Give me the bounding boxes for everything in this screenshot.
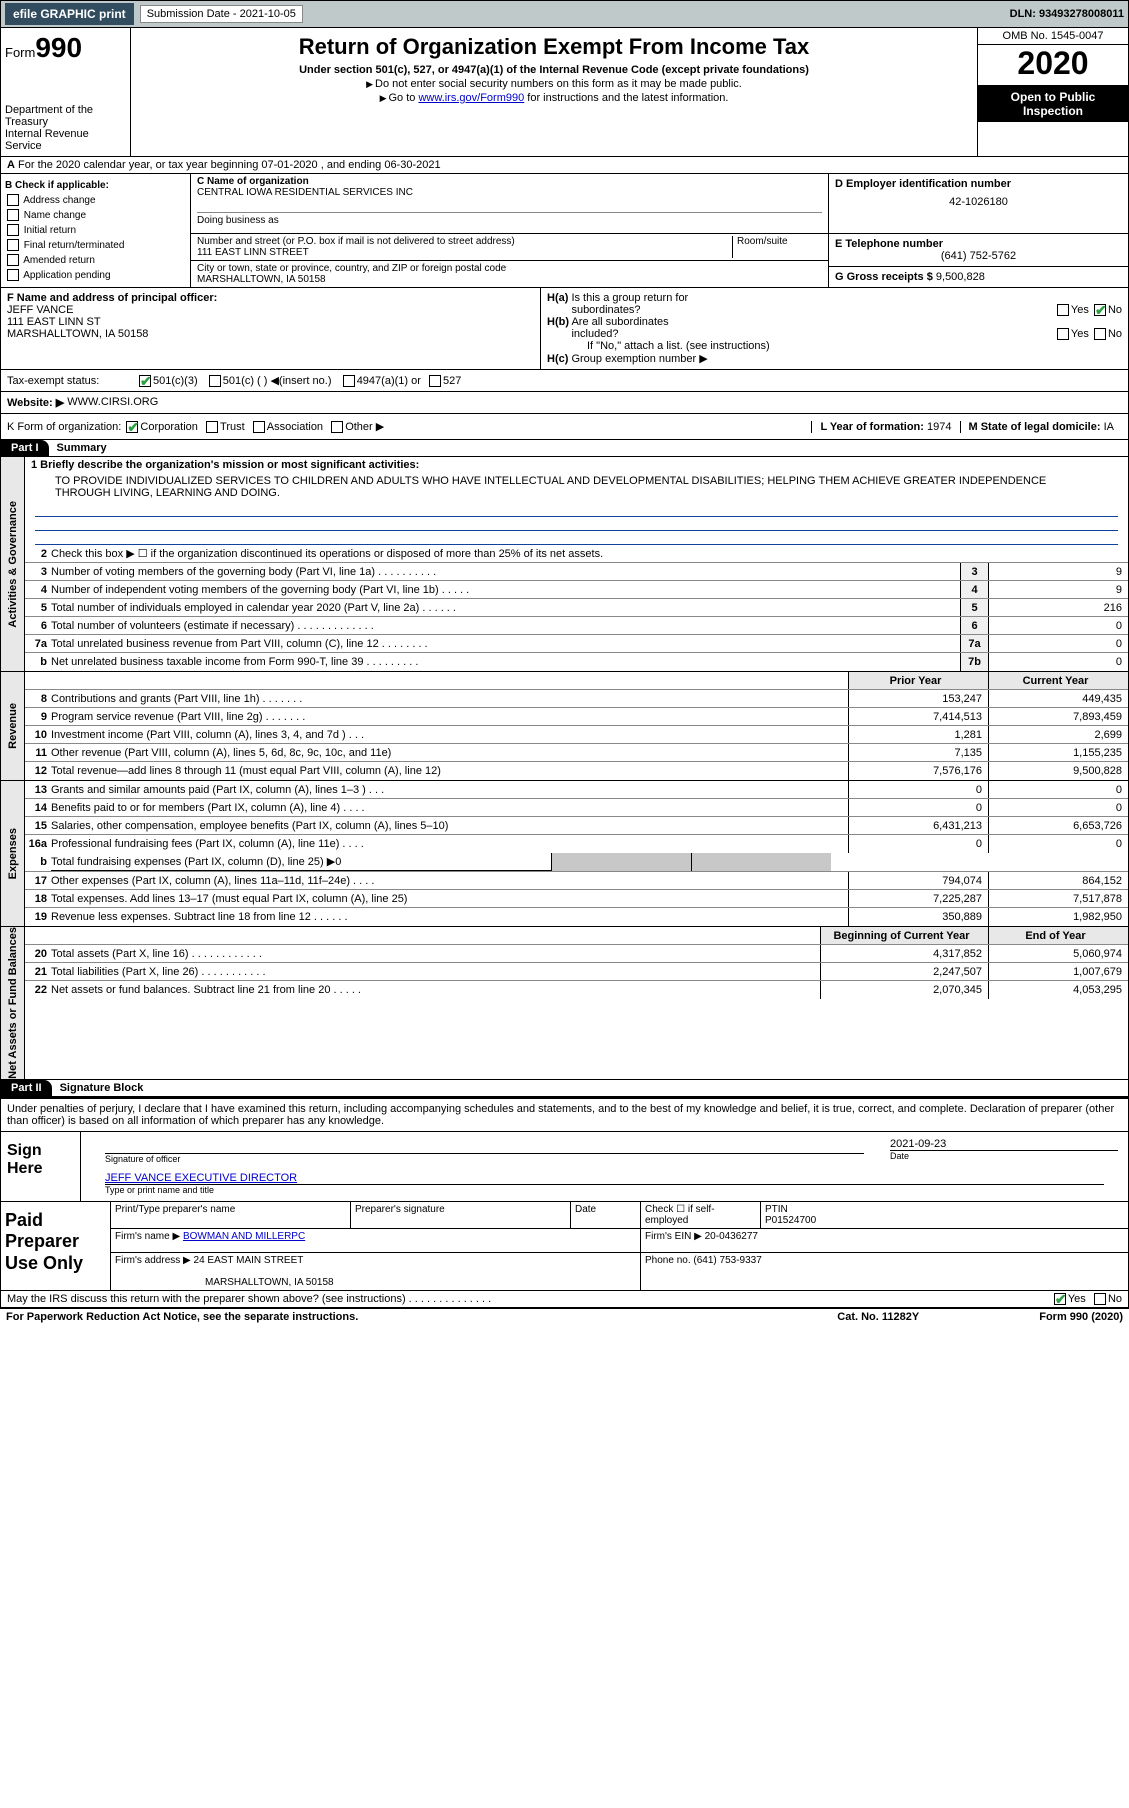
form-note2: Go to www.irs.gov/Form990 for instructio…	[137, 92, 971, 104]
signature-declaration: Under penalties of perjury, I declare th…	[0, 1097, 1129, 1132]
website-row: Website: ▶ WWW.CIRSI.ORG	[0, 392, 1129, 414]
form-number: 990	[35, 32, 82, 63]
part-ii-header: Part II Signature Block	[0, 1080, 1129, 1097]
net-assets-section: Net Assets or Fund Balances Beginning of…	[0, 927, 1129, 1080]
paid-preparer-block: Paid Preparer Use Only Print/Type prepar…	[0, 1202, 1129, 1291]
top-toolbar: efile GRAPHIC print Submission Date - 20…	[0, 0, 1129, 28]
officer-name: JEFF VANCE	[7, 304, 73, 316]
discuss-row: May the IRS discuss this return with the…	[0, 1291, 1129, 1308]
sig-date: 2021-09-23	[890, 1138, 1118, 1150]
line-a: A For the 2020 calendar year, or tax yea…	[0, 157, 1129, 174]
officer-sig-name[interactable]: JEFF VANCE EXECUTIVE DIRECTOR	[105, 1172, 297, 1184]
sign-here-block: Sign Here Signature of officer 2021-09-2…	[0, 1132, 1129, 1202]
dln-label: DLN: 93493278008011	[1010, 8, 1124, 20]
form-header: Form990 Department of theTreasuryInterna…	[0, 28, 1129, 157]
info-block: B Check if applicable: Address change Na…	[0, 174, 1129, 288]
org-address: 111 EAST LINN STREET	[197, 247, 309, 258]
irs-link[interactable]: www.irs.gov/Form990	[418, 92, 524, 104]
officer-block: F Name and address of principal officer:…	[0, 288, 1129, 370]
form-prefix: Form	[5, 45, 35, 60]
form-note1: Do not enter social security numbers on …	[137, 78, 971, 90]
expenses-section: Expenses 13Grants and similar amounts pa…	[0, 781, 1129, 927]
omb-number: OMB No. 1545-0047	[978, 28, 1128, 45]
submission-date: Submission Date - 2021-10-05	[140, 5, 303, 23]
revenue-section: Revenue Prior YearCurrent Year 8Contribu…	[0, 672, 1129, 781]
phone: (641) 752-5762	[835, 250, 1122, 262]
open-inspection: Open to Public Inspection	[978, 86, 1128, 122]
gross-receipts: 9,500,828	[936, 271, 985, 283]
tax-exempt-row: Tax-exempt status: 501(c)(3) 501(c) ( ) …	[0, 370, 1129, 392]
ein: 42-1026180	[835, 196, 1122, 208]
efile-button[interactable]: efile GRAPHIC print	[5, 3, 134, 25]
form-subtitle: Under section 501(c), 527, or 4947(a)(1)…	[137, 64, 971, 76]
firm-name-link[interactable]: BOWMAN AND MILLERPC	[183, 1231, 305, 1242]
ptin: P01524700	[765, 1215, 816, 1226]
form-title: Return of Organization Exempt From Incom…	[137, 34, 971, 60]
governance-section: Activities & Governance 1 Briefly descri…	[0, 457, 1129, 672]
box-b: B Check if applicable: Address change Na…	[1, 174, 191, 287]
dept-label: Department of theTreasuryInternal Revenu…	[5, 104, 126, 152]
org-name: CENTRAL IOWA RESIDENTIAL SERVICES INC	[197, 187, 413, 198]
mission-text: TO PROVIDE INDIVIDUALIZED SERVICES TO CH…	[25, 473, 1128, 503]
part-i-header: Part I Summary	[0, 440, 1129, 457]
org-city: MARSHALLTOWN, IA 50158	[197, 274, 326, 285]
k-row: K Form of organization: Corporation Trus…	[0, 414, 1129, 440]
footer: For Paperwork Reduction Act Notice, see …	[0, 1308, 1129, 1325]
website: WWW.CIRSI.ORG	[67, 396, 158, 409]
tax-year: 2020	[978, 45, 1128, 86]
